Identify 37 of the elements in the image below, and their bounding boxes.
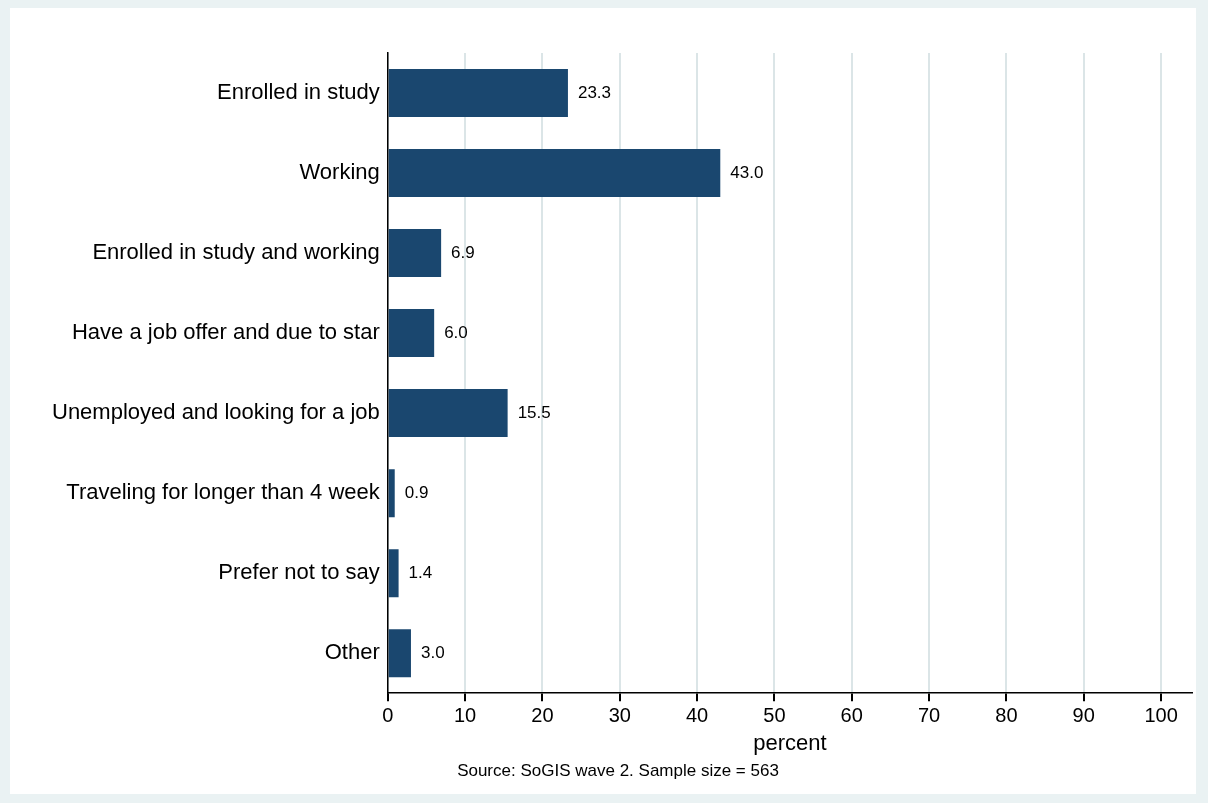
bar xyxy=(388,549,399,598)
data-label: 6.0 xyxy=(444,322,468,342)
bar xyxy=(388,389,508,438)
y-tick-label: Prefer not to say xyxy=(218,559,380,585)
data-label: 0.9 xyxy=(404,482,429,502)
y-tick-label: Enrolled in study and working xyxy=(92,239,380,265)
x-tick-label: 70 xyxy=(917,703,941,726)
x-tick-label: 60 xyxy=(840,703,863,726)
x-tick-label: 10 xyxy=(453,703,477,726)
y-tick-label: Enrolled in study xyxy=(217,79,380,105)
x-tick-label: 80 xyxy=(995,703,1018,726)
data-label: 15.5 xyxy=(517,402,551,422)
y-tick-label: Other xyxy=(324,639,380,665)
y-tick-label: Unemployed and looking for a job xyxy=(52,399,380,425)
x-tick-label: 20 xyxy=(531,703,554,726)
x-tick-label: 100 xyxy=(1144,703,1178,726)
y-tick-label: Traveling for longer than 4 week xyxy=(66,479,381,505)
data-label: 23.3 xyxy=(577,82,612,102)
y-tick-label: Have a job offer and due to star xyxy=(71,319,380,345)
data-label: 1.4 xyxy=(408,562,433,582)
source-note: Source: SoGIS wave 2. Sample size = 563 xyxy=(457,761,779,781)
y-tick-label: Working xyxy=(299,159,380,185)
data-label: 43.0 xyxy=(730,162,764,182)
x-tick-label: 30 xyxy=(608,703,631,726)
bar xyxy=(388,229,442,278)
x-tick-label: 0 xyxy=(382,703,394,726)
data-label: 6.9 xyxy=(451,242,475,262)
bar xyxy=(388,69,568,118)
bar xyxy=(388,469,395,518)
bar xyxy=(388,629,411,678)
data-label: 3.0 xyxy=(420,642,445,662)
bar xyxy=(388,149,721,198)
bar xyxy=(388,309,435,358)
x-tick-label: 90 xyxy=(1072,703,1095,726)
x-tick-label: 50 xyxy=(763,703,786,726)
x-axis-title: percent xyxy=(753,730,827,756)
x-tick-label: 40 xyxy=(685,703,709,726)
